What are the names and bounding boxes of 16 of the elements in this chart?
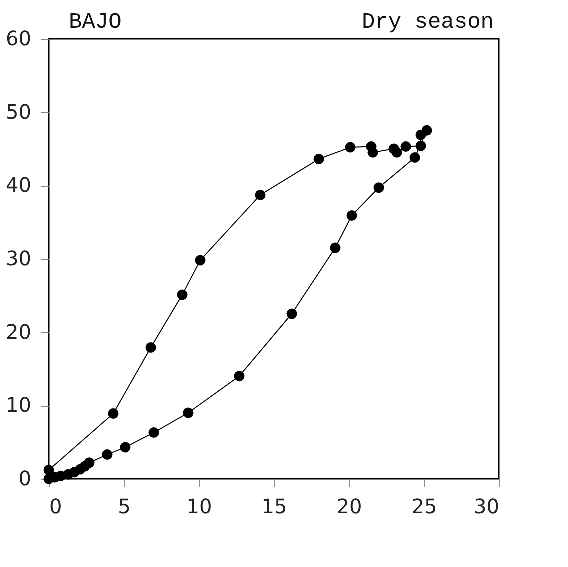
y-tick-label: 10 [6, 393, 32, 418]
y-tick-label: 40 [6, 173, 32, 198]
x-tick-label: 25 [412, 494, 438, 518]
y-tick-label: 50 [6, 100, 32, 124]
y-tick-label: 20 [6, 320, 32, 344]
x-tick-label: 0 [50, 494, 62, 518]
x-tick-label: 5 [118, 494, 131, 518]
x-tick-label: 30 [474, 494, 500, 518]
x-tick-label: 20 [336, 494, 362, 518]
y-tick-label: 30 [6, 246, 32, 270]
x-tick-label: 10 [186, 494, 212, 518]
y-tick-label: 60 [6, 26, 32, 50]
x-tick-label: 15 [262, 494, 288, 518]
y-tick-label: 0 [18, 466, 32, 490]
text: BAJO [69, 10, 122, 35]
text: Dry season [362, 10, 494, 35]
